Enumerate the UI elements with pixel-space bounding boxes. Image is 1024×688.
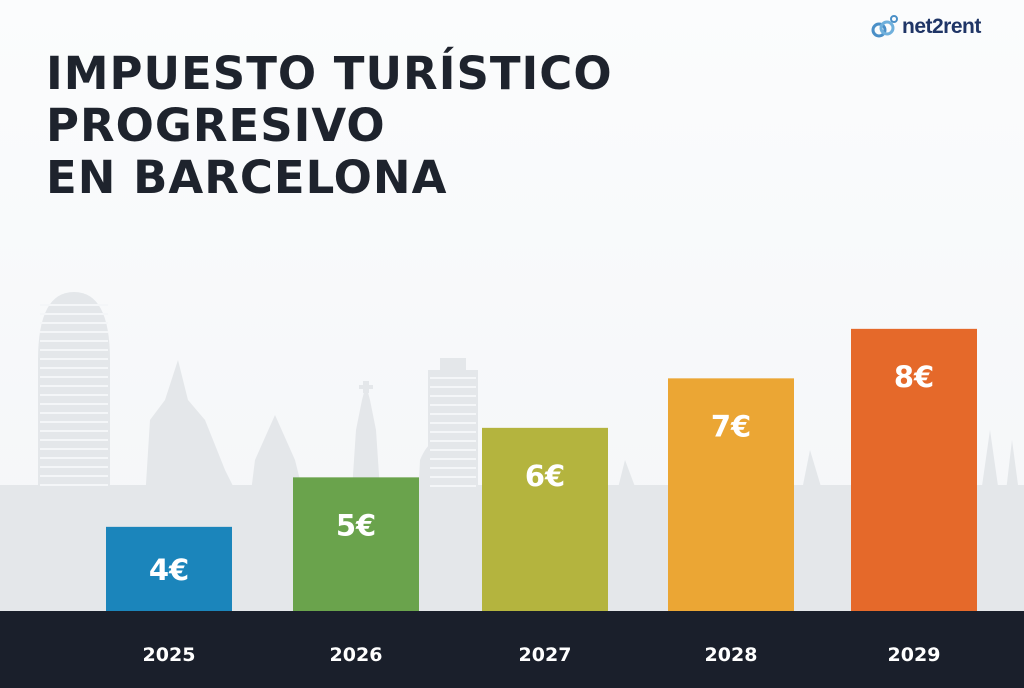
data-label-2029: 8€ [894, 360, 934, 394]
skyline-stripes [40, 304, 476, 487]
data-label-2028: 7€ [711, 409, 751, 443]
title-line-1: IMPUESTO TURÍSTICO [46, 47, 613, 100]
title-line-2: PROGRESIVO [46, 99, 386, 152]
logo-rings-icon [871, 15, 898, 38]
bar-2029 [851, 328, 977, 611]
data-label-2026: 5€ [336, 508, 376, 542]
logo-text: net2rent [902, 15, 981, 38]
data-label-2027: 6€ [525, 459, 565, 493]
data-label-2025: 4€ [149, 553, 189, 587]
chart-title: IMPUESTO TURÍSTICO PROGRESIVO EN BARCELO… [46, 48, 613, 204]
bar-2027 [482, 427, 608, 611]
net2rent-logo: net2rent [870, 14, 981, 40]
bar-2025 [106, 526, 232, 611]
bar-2028 [668, 378, 794, 611]
bar-2026 [293, 477, 419, 611]
axis-footer-band [0, 611, 1024, 688]
title-line-3: EN BARCELONA [46, 151, 448, 204]
